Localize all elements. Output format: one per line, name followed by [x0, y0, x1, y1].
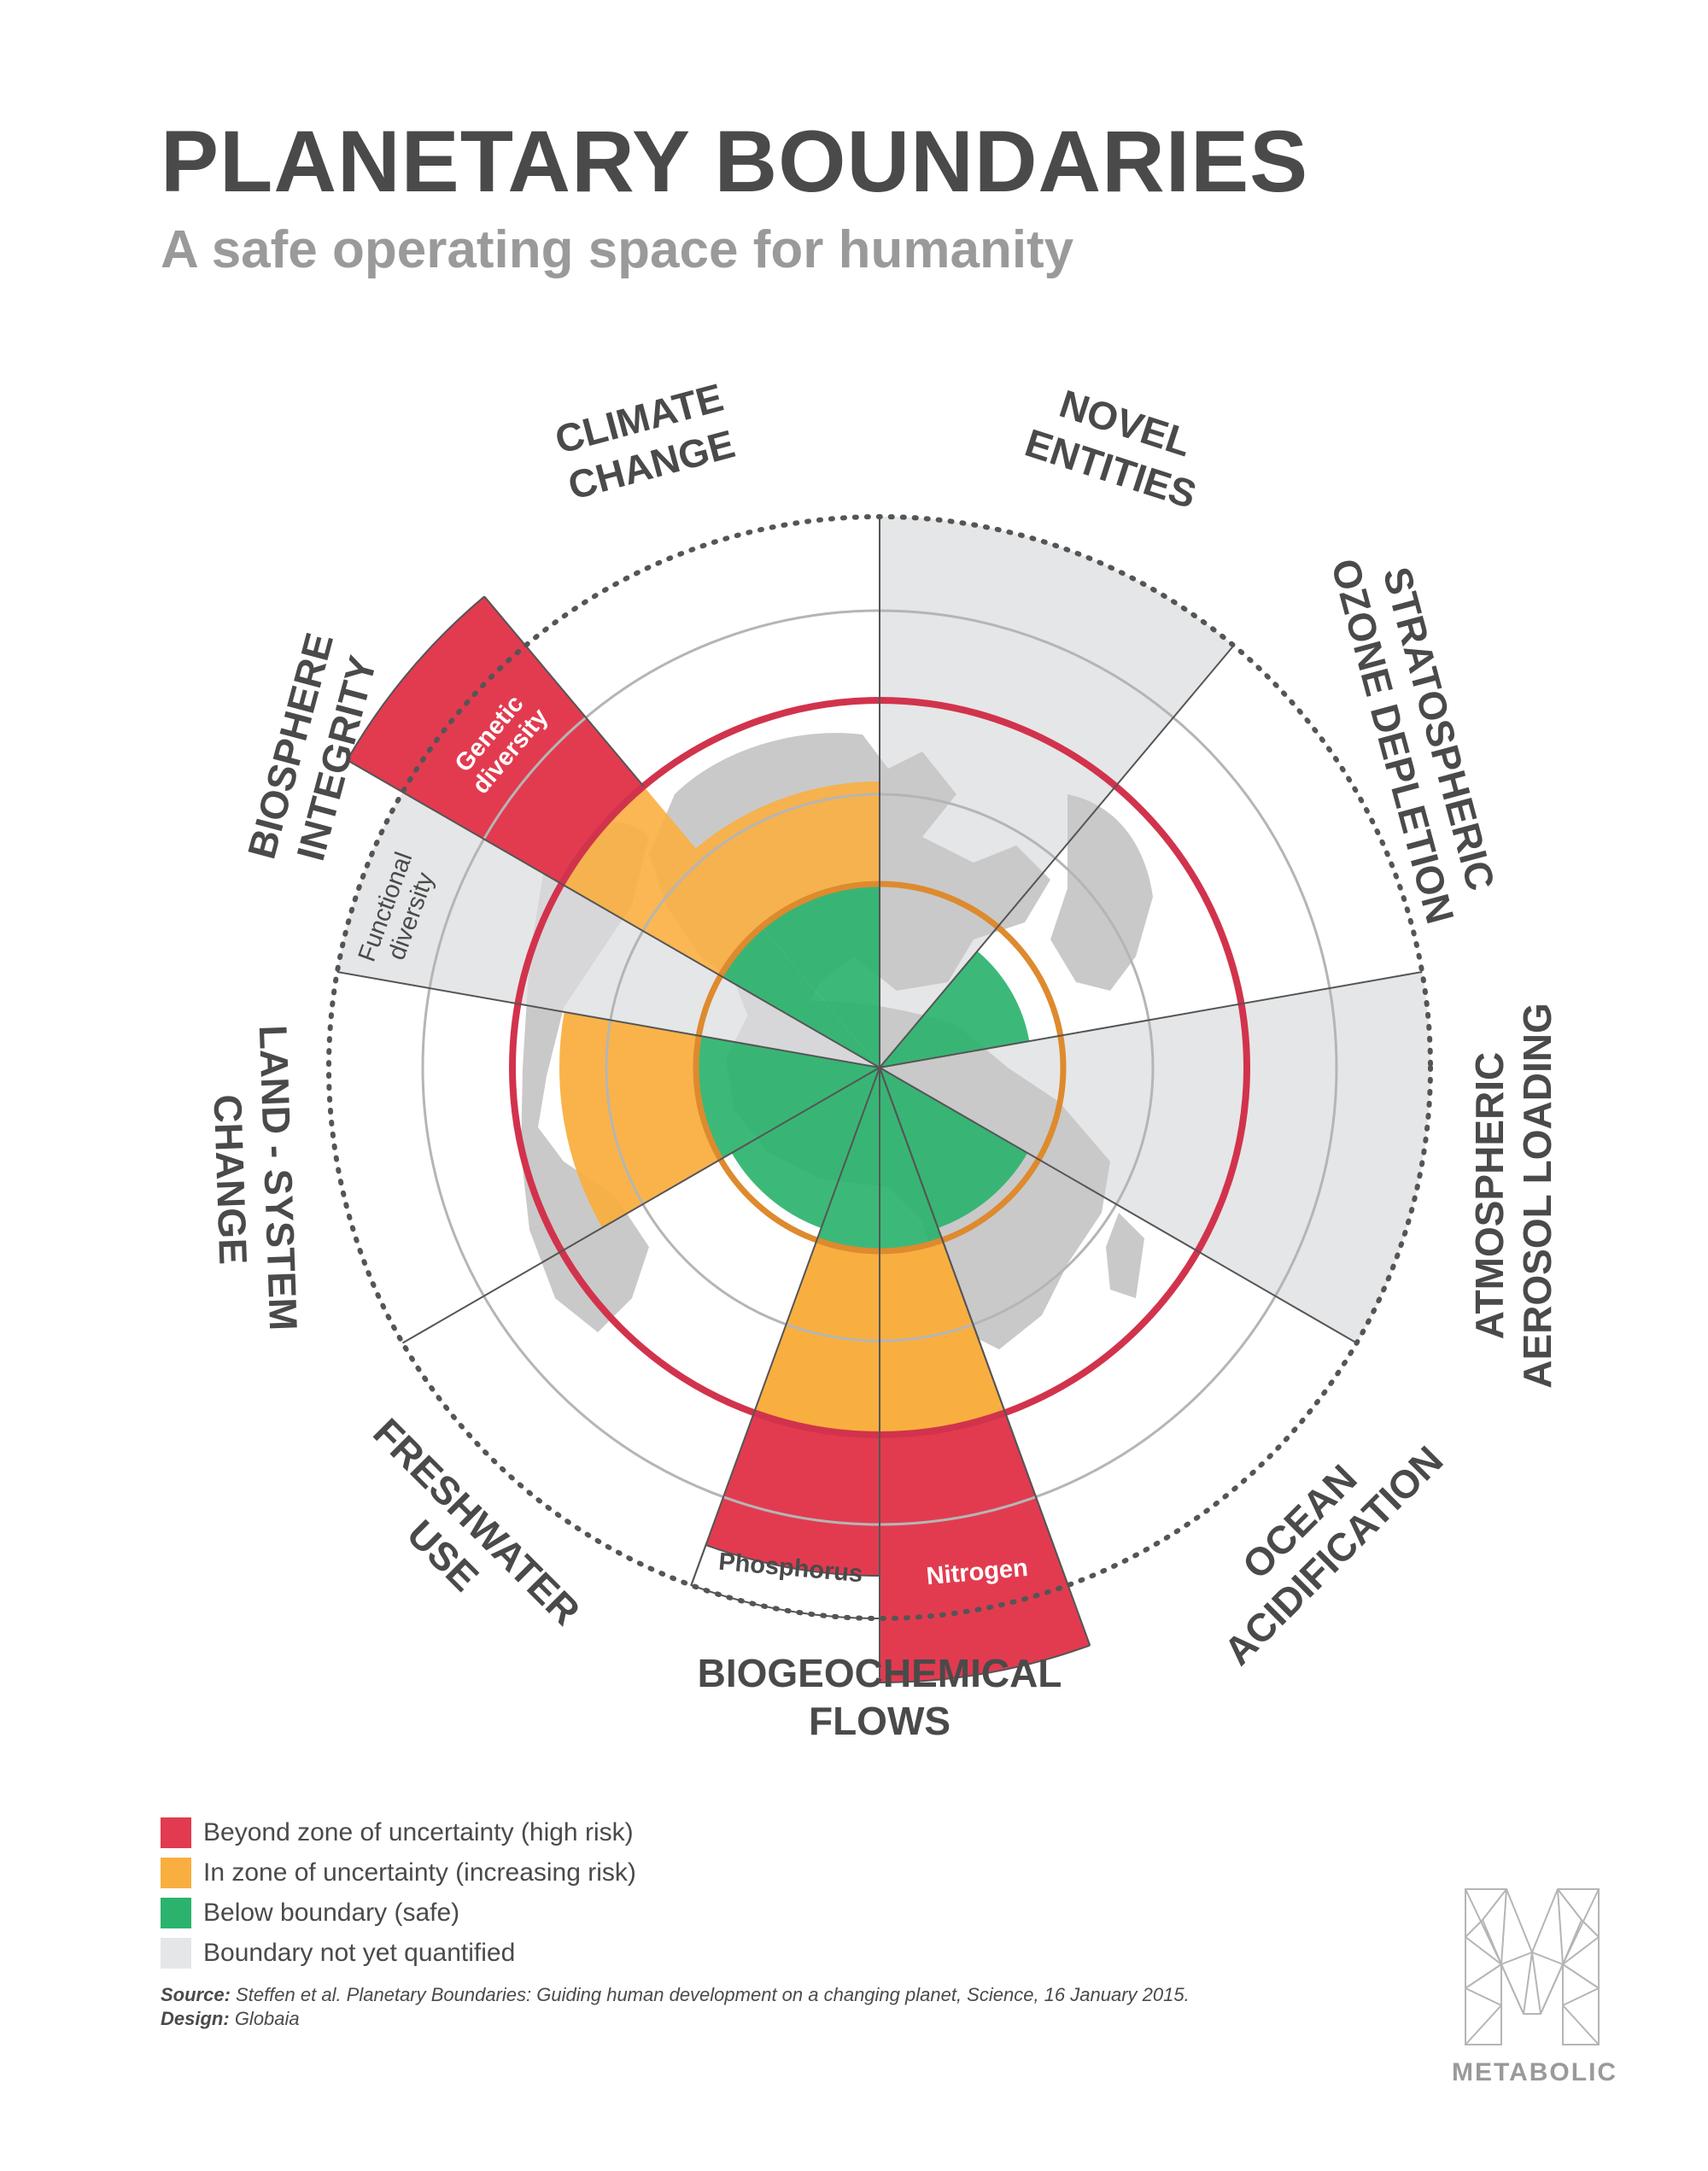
- source-text: Steffen et al. Planetary Boundaries: Gui…: [236, 1984, 1190, 2005]
- design-line: Design: Globaia: [161, 2007, 1190, 2031]
- wedge-freshwater-safe: [731, 1068, 880, 1228]
- wedge-phosphorus-high: [705, 1413, 880, 1576]
- sector-divider: [483, 595, 645, 787]
- nitrogen-outer-edge: [879, 1644, 1091, 1683]
- legend-swatch: [161, 1897, 191, 1928]
- sector-divider: [879, 971, 1423, 1068]
- wedge-genetic-high: [347, 596, 644, 884]
- source-line: Source: Steffen et al. Planetary Boundar…: [161, 1983, 1190, 2007]
- page-subtitle: A safe operating space for humanity: [161, 220, 1074, 279]
- sector-divider: [401, 1067, 880, 1344]
- logo-text: METABOLIC: [1452, 2058, 1618, 2086]
- category-label-aerosol: ATMOSPHERIC AEROSOL LOADING: [1467, 1003, 1559, 1389]
- category-label-line: FLOWS: [809, 1699, 951, 1743]
- design-label: Design:: [161, 2008, 230, 2029]
- category-label-line: CHANGE: [206, 1094, 256, 1266]
- wedge-phosphorus-safe: [816, 1068, 880, 1251]
- sector-divider: [879, 645, 1235, 1068]
- legend-item: Beyond zone of uncertainty (high risk): [161, 1812, 636, 1852]
- legend-label: In zone of uncertainty (increasing risk): [203, 1858, 636, 1887]
- footer-credits: Source: Steffen et al. Planetary Boundar…: [161, 1983, 1190, 2031]
- legend-item: Below boundary (safe): [161, 1893, 636, 1933]
- sector-divider: [879, 1067, 1091, 1646]
- legend-label: Boundary not yet quantified: [203, 1938, 516, 1967]
- wedge-ozone-safe: [880, 951, 1030, 1068]
- design-text: Globaia: [234, 2008, 300, 2029]
- legend: Beyond zone of uncertainty (high risk) I…: [161, 1812, 636, 1973]
- category-label-line: BIOGEOCHEMICAL: [698, 1651, 1062, 1695]
- legend-label: Beyond zone of uncertainty (high risk): [203, 1817, 634, 1846]
- legend-swatch: [161, 1857, 191, 1888]
- sector-divider: [879, 1067, 1358, 1344]
- genetic-outer-edge: [346, 595, 485, 761]
- metabolic-m-logo-icon: [1465, 1888, 1600, 2045]
- sector-divider: [690, 1067, 880, 1586]
- legend-label: Below boundary (safe): [203, 1898, 460, 1927]
- continent-asia: [1050, 794, 1153, 991]
- source-label: Source:: [161, 1984, 231, 2005]
- legend-item: In zone of uncertainty (increasing risk): [161, 1852, 636, 1893]
- ring-layer: [326, 514, 1433, 1683]
- wedge-land-uncertain: [559, 1011, 721, 1228]
- wedge-climate-safe: [761, 884, 880, 1068]
- category-label-line: ATMOSPHERIC: [1467, 1052, 1512, 1340]
- wedge-genetic-safe: [720, 927, 880, 1068]
- sector-divider: [336, 971, 880, 1068]
- continent-madagascar: [1106, 1213, 1144, 1298]
- sector-aerosol-loading: [880, 971, 1431, 1343]
- wedge-land-safe: [696, 1035, 880, 1160]
- wedge-nitrogen-uncertain: [880, 1240, 1006, 1435]
- category-label-line: AEROSOL LOADING: [1515, 1003, 1559, 1389]
- sector-divider: [346, 759, 880, 1068]
- legend-swatch: [161, 1817, 191, 1848]
- wedge-genetic-uncertain: [561, 786, 762, 976]
- legend-item: Boundary not yet quantified: [161, 1933, 636, 1973]
- wedge-nitrogen-safe: [880, 1068, 943, 1251]
- page-title: PLANETARY BOUNDARIES: [161, 113, 1309, 210]
- wedge-nitrogen-high: [880, 1413, 1091, 1682]
- wedge-phosphorus-uncertain: [753, 1240, 880, 1435]
- category-label-line: LAND - SYSTEM: [251, 1024, 306, 1331]
- wedge-climate-uncertain: [695, 781, 880, 928]
- legend-swatch: [161, 1937, 191, 1969]
- wedge-ocean-safe: [880, 1068, 1028, 1228]
